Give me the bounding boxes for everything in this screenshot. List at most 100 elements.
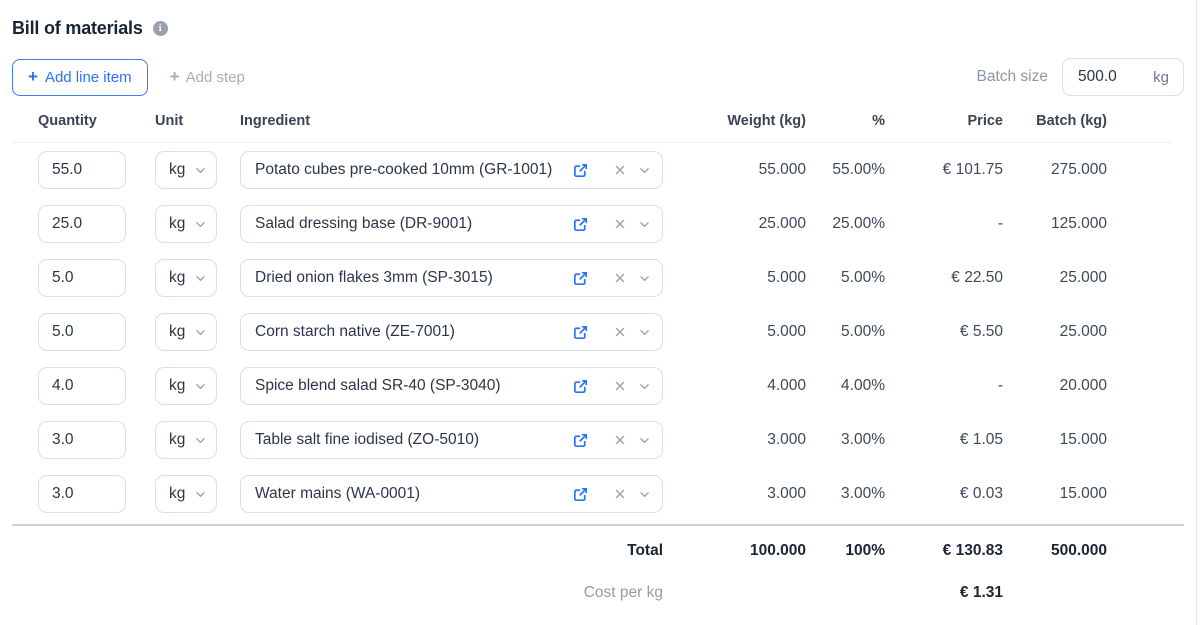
clear-icon[interactable] bbox=[613, 487, 627, 501]
table-row: kg Potato cubes pre-cooked 10mm (GR-1001… bbox=[12, 143, 1200, 197]
unit-select[interactable]: kg bbox=[155, 421, 217, 459]
ingredient-select[interactable]: Potato cubes pre-cooked 10mm (GR-1001) bbox=[240, 151, 663, 189]
quantity-input[interactable] bbox=[38, 205, 126, 243]
ingredient-name: Spice blend salad SR-40 (SP-3040) bbox=[255, 377, 501, 394]
ingredient-name: Salad dressing base (DR-9001) bbox=[255, 215, 473, 232]
column-header-weight: Weight (kg) bbox=[727, 113, 806, 129]
quantity-input[interactable] bbox=[38, 475, 126, 513]
quantity-input[interactable] bbox=[38, 151, 126, 189]
unit-select[interactable]: kg bbox=[155, 313, 217, 351]
ingredient-select[interactable]: Salad dressing base (DR-9001) bbox=[240, 205, 663, 243]
add-step-button[interactable]: + Add step bbox=[164, 68, 251, 87]
toolbar: + Add line item + Add step Batch size kg bbox=[12, 58, 1200, 96]
chevron-down-icon[interactable] bbox=[638, 272, 651, 285]
total-price: € 130.83 bbox=[942, 542, 1003, 559]
info-icon[interactable]: i bbox=[152, 21, 168, 36]
quantity-input[interactable] bbox=[38, 259, 126, 297]
chevron-down-icon bbox=[194, 272, 207, 285]
total-weight: 100.000 bbox=[749, 542, 806, 559]
batch-size-label: Batch size bbox=[976, 68, 1048, 85]
external-link-icon[interactable] bbox=[572, 486, 589, 503]
price-value: € 5.50 bbox=[959, 323, 1003, 340]
weight-value: 5.000 bbox=[767, 269, 806, 286]
external-link-icon[interactable] bbox=[572, 270, 589, 287]
external-link-icon[interactable] bbox=[572, 216, 589, 233]
unit-value: kg bbox=[169, 215, 186, 232]
chevron-down-icon[interactable] bbox=[638, 380, 651, 393]
cost-per-kg-value: € 1.31 bbox=[959, 584, 1003, 601]
unit-select[interactable]: kg bbox=[155, 259, 217, 297]
unit-select[interactable]: kg bbox=[155, 205, 217, 243]
weight-value: 3.000 bbox=[767, 485, 806, 502]
percent-value: 3.00% bbox=[841, 431, 885, 448]
table-body: kg Potato cubes pre-cooked 10mm (GR-1001… bbox=[12, 143, 1200, 521]
unit-value: kg bbox=[169, 161, 186, 178]
ingredient-select[interactable]: Dried onion flakes 3mm (SP-3015) bbox=[240, 259, 663, 297]
batch-value: 275.000 bbox=[1050, 161, 1107, 178]
add-line-item-button[interactable]: + Add line item bbox=[12, 58, 148, 96]
price-value: - bbox=[997, 215, 1003, 232]
unit-select[interactable]: kg bbox=[155, 151, 217, 189]
plus-icon: + bbox=[28, 67, 38, 86]
batch-value: 15.000 bbox=[1059, 431, 1107, 448]
table-row: kg Corn starch native (ZE-7001) bbox=[12, 305, 1200, 359]
external-link-icon[interactable] bbox=[572, 162, 589, 179]
column-header-ingredient: Ingredient bbox=[240, 113, 311, 129]
quantity-input[interactable] bbox=[38, 367, 126, 405]
unit-select[interactable]: kg bbox=[155, 367, 217, 405]
table-row: kg Salad dressing base (DR-9001) bbox=[12, 197, 1200, 251]
column-header-price: Price bbox=[967, 113, 1003, 129]
ingredient-select[interactable]: Spice blend salad SR-40 (SP-3040) bbox=[240, 367, 663, 405]
weight-value: 3.000 bbox=[767, 431, 806, 448]
weight-value: 4.000 bbox=[767, 377, 806, 394]
clear-icon[interactable] bbox=[613, 163, 627, 177]
table-header: Quantity Unit Ingredient Weight (kg) % P… bbox=[12, 113, 1172, 143]
chevron-down-icon[interactable] bbox=[638, 218, 651, 231]
ingredient-select[interactable]: Corn starch native (ZE-7001) bbox=[240, 313, 663, 351]
ingredient-name: Table salt fine iodised (ZO-5010) bbox=[255, 431, 480, 448]
page-title: Bill of materials bbox=[12, 18, 143, 38]
percent-value: 4.00% bbox=[841, 377, 885, 394]
batch-size-input[interactable]: kg bbox=[1062, 58, 1184, 96]
quantity-input[interactable] bbox=[38, 313, 126, 351]
quantity-input[interactable] bbox=[38, 421, 126, 459]
clear-icon[interactable] bbox=[613, 433, 627, 447]
batch-size-group: Batch size kg bbox=[976, 58, 1184, 96]
chevron-down-icon[interactable] bbox=[638, 434, 651, 447]
unit-value: kg bbox=[169, 485, 186, 502]
totals-label: Total bbox=[627, 542, 663, 559]
unit-select[interactable]: kg bbox=[155, 475, 217, 513]
total-percent: 100% bbox=[845, 542, 885, 559]
clear-icon[interactable] bbox=[613, 379, 627, 393]
ingredient-select[interactable]: Water mains (WA-0001) bbox=[240, 475, 663, 513]
external-link-icon[interactable] bbox=[572, 324, 589, 341]
column-header-quantity: Quantity bbox=[38, 113, 97, 129]
batch-value: 15.000 bbox=[1059, 485, 1107, 502]
percent-value: 5.00% bbox=[841, 269, 885, 286]
column-header-batch: Batch (kg) bbox=[1036, 113, 1107, 129]
plus-icon: + bbox=[169, 67, 180, 86]
table-row: kg Table salt fine iodised (ZO-5010) bbox=[12, 413, 1200, 467]
batch-value: 25.000 bbox=[1059, 269, 1107, 286]
totals-row: Total 100.000 100% € 130.83 500.000 bbox=[12, 528, 1200, 574]
column-header-percent: % bbox=[872, 113, 885, 129]
weight-value: 5.000 bbox=[767, 323, 806, 340]
external-link-icon[interactable] bbox=[572, 378, 589, 395]
weight-value: 25.000 bbox=[758, 215, 806, 232]
weight-value: 55.000 bbox=[758, 161, 806, 178]
external-link-icon[interactable] bbox=[572, 432, 589, 449]
chevron-down-icon[interactable] bbox=[638, 488, 651, 501]
ingredient-select[interactable]: Table salt fine iodised (ZO-5010) bbox=[240, 421, 663, 459]
clear-icon[interactable] bbox=[613, 217, 627, 231]
batch-size-value-field[interactable] bbox=[1063, 67, 1127, 87]
percent-value: 5.00% bbox=[841, 323, 885, 340]
panel-right-border bbox=[1196, 0, 1197, 625]
chevron-down-icon bbox=[194, 218, 207, 231]
chevron-down-icon[interactable] bbox=[638, 164, 651, 177]
batch-size-unit: kg bbox=[1153, 68, 1169, 86]
clear-icon[interactable] bbox=[613, 271, 627, 285]
table-row: kg Spice blend salad SR-40 (SP-3040) bbox=[12, 359, 1200, 413]
chevron-down-icon[interactable] bbox=[638, 326, 651, 339]
clear-icon[interactable] bbox=[613, 325, 627, 339]
column-header-unit: Unit bbox=[155, 113, 184, 129]
